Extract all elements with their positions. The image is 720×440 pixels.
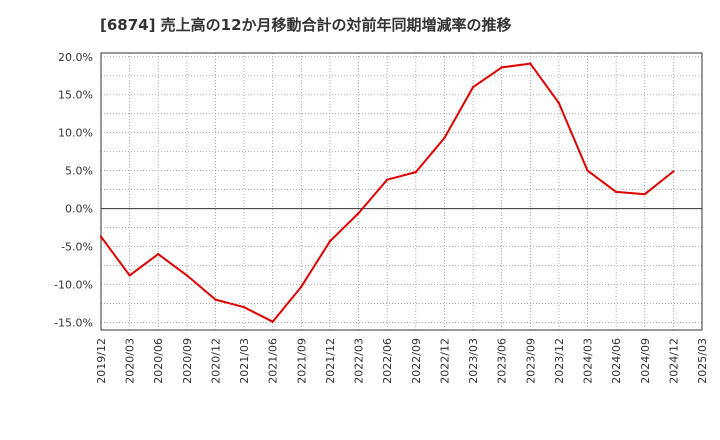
data-point [214, 298, 217, 301]
data-point [443, 136, 446, 140]
data-point [414, 170, 418, 174]
x-tick-label: 2022/09 [410, 338, 423, 384]
chart-title: [6874] 売上高の12か月移動合計の対前年同期増減率の推移 [100, 16, 512, 34]
data-point [242, 306, 246, 309]
x-tick-label: 2020/09 [181, 338, 194, 384]
data-point [185, 274, 189, 277]
data-point [99, 235, 103, 238]
y-tick-label: 0.0% [65, 203, 93, 216]
x-tick-label: 2021/12 [324, 338, 337, 384]
x-tick-label: 2020/12 [209, 338, 222, 384]
x-tick-label: 2023/12 [553, 338, 566, 384]
x-tick-labels: 2019/12 2020/03 2020/06 2020/09 2020/12 2021/… [95, 338, 709, 384]
x-tick-label: 2020/03 [124, 338, 137, 384]
data-point [586, 169, 589, 172]
data-point [557, 101, 561, 105]
data-point [300, 285, 303, 288]
x-tick-label: 2021/03 [238, 338, 251, 384]
data-point [328, 240, 332, 243]
y-tick-label: 15.0% [58, 89, 93, 102]
x-tick-label: 2024/06 [610, 338, 623, 384]
data-point [471, 85, 475, 89]
x-tick-label: 2024/09 [639, 338, 652, 384]
data-point [271, 320, 274, 323]
x-tick-label: 2023/06 [496, 338, 509, 384]
y-tick-label: -5.0% [61, 241, 93, 254]
x-tick-label: 2021/09 [295, 338, 308, 384]
data-point [643, 192, 646, 196]
plot-frame [100, 52, 703, 331]
x-tick-label: 2023/03 [467, 338, 480, 384]
y-tick-labels: 20.0% 15.0% 10.0% 5.0% 0.0% -5.0% -10.0% -15.0% [54, 51, 93, 330]
data-point [529, 62, 532, 65]
x-tick-label: 2019/12 [95, 338, 108, 384]
series-line [100, 62, 675, 323]
data-point [385, 178, 389, 181]
grid-lines [101, 53, 702, 330]
x-tick-label: 2024/12 [667, 338, 680, 384]
x-tick-label: 2022/12 [438, 338, 451, 384]
x-tick-label: 2025/03 [696, 338, 709, 384]
y-tick-label: -15.0% [54, 316, 93, 329]
series-layer [99, 62, 675, 323]
y-tick-label: -10.0% [54, 278, 93, 291]
x-tick-label: 2021/06 [267, 338, 280, 384]
x-tick-label: 2023/09 [524, 338, 537, 384]
data-point [500, 66, 503, 69]
data-point [157, 252, 160, 256]
x-tick-label: 2022/03 [353, 338, 366, 384]
x-tick-label: 2024/03 [582, 338, 595, 384]
x-tick-label: 2022/06 [381, 338, 394, 384]
y-tick-label: 5.0% [65, 165, 93, 178]
data-point [357, 211, 360, 215]
data-point [614, 190, 618, 194]
data-point [672, 170, 675, 173]
y-tick-label: 10.0% [58, 127, 93, 140]
x-tick-label: 2020/06 [152, 338, 165, 384]
y-tick-label: 20.0% [58, 51, 93, 64]
data-point [128, 274, 131, 277]
